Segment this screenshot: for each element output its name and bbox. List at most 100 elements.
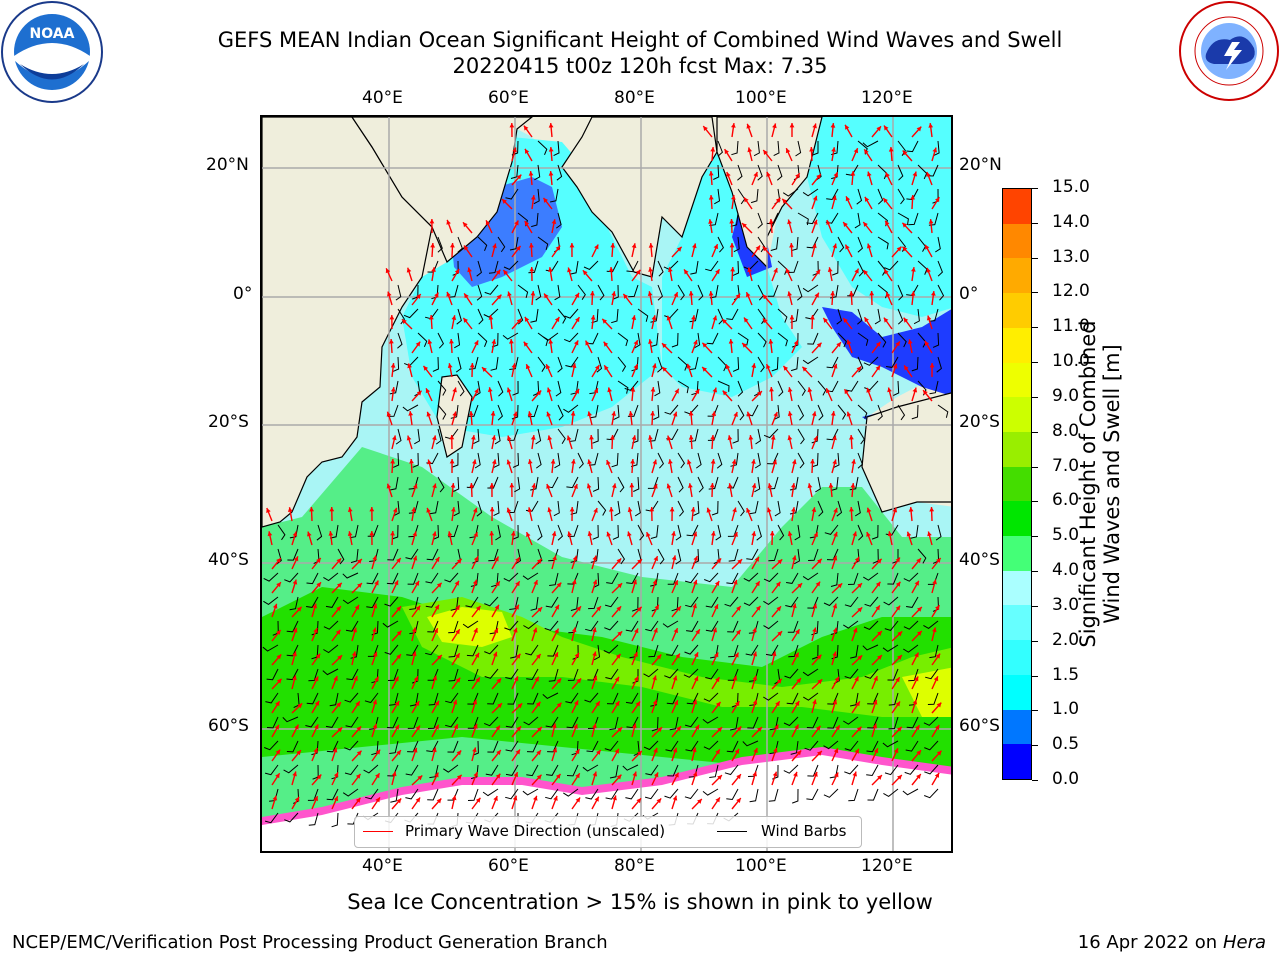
wind-barb [925, 668, 939, 680]
wind-barb [554, 284, 561, 301]
colorbar-segment [1003, 500, 1031, 537]
wave-arrow-head [832, 195, 837, 201]
wind-barb [823, 740, 839, 750]
lat-label-left-40s: 40°S [208, 550, 249, 570]
wind-barb [483, 308, 499, 318]
wave-arrow-head [787, 219, 792, 225]
wave-arrow-head [336, 606, 341, 612]
wind-barb [331, 812, 339, 828]
wind-barb [266, 716, 279, 729]
wave-arrow-head [817, 558, 822, 564]
wave-arrow-head [548, 339, 554, 344]
wave-arrow-head [294, 796, 299, 802]
wave-arrow-head [757, 727, 762, 732]
lon-label-bottom-60: 60°E [488, 856, 529, 876]
wave-arrow-head [907, 339, 913, 344]
wave-arrow-head [791, 459, 797, 465]
wave-arrow-head [648, 435, 653, 440]
wave-arrow-head [762, 294, 768, 300]
wind-barb [284, 812, 299, 823]
wind-barb [675, 548, 682, 565]
wave-arrow-head [916, 774, 921, 779]
wind-barb [265, 692, 279, 704]
wind-barb [785, 596, 799, 608]
colorbar-tick-mark [1032, 222, 1038, 224]
wave-arrow-head [406, 267, 412, 273]
wind-barb [593, 644, 601, 661]
wind-barb [664, 668, 679, 679]
wind-barb [453, 476, 460, 492]
wave-arrow-head [637, 559, 642, 564]
colorbar-tick-mark [1032, 640, 1038, 642]
wave-arrow-head [902, 222, 908, 228]
wind-barb [477, 332, 488, 347]
wind-barb [570, 596, 579, 611]
wind-barb [484, 284, 499, 295]
wind-barb [597, 500, 607, 516]
colorbar-tick-label: 15.0 [1052, 177, 1090, 197]
wind-barb [826, 428, 839, 441]
noaa-logo: NOAA [0, 0, 104, 104]
wave-arrow-head [733, 412, 738, 417]
wind-barb [512, 524, 519, 540]
wave-arrow-head [472, 699, 478, 705]
wave-arrow-head [867, 171, 872, 177]
wave-arrow-head [873, 676, 878, 681]
wind-barb [389, 380, 399, 395]
wave-arrow-head [276, 630, 281, 635]
wind-barb [482, 788, 499, 797]
wind-barb [717, 140, 723, 157]
wind-barb [807, 764, 819, 777]
wave-arrow-head [710, 147, 716, 152]
wave-arrow-head [877, 631, 882, 636]
colorbar-segment [1003, 604, 1031, 641]
wind-barb [777, 524, 785, 541]
wave-arrow-head [604, 365, 609, 371]
wind-barb [509, 356, 519, 370]
wind-barb [557, 428, 566, 444]
wind-barb [877, 404, 883, 421]
wave-arrow-head [791, 555, 797, 561]
wave-arrow-head [610, 435, 615, 440]
wave-arrow-head [574, 652, 579, 658]
wave-arrow-head [755, 605, 761, 611]
wave-arrow-head [744, 317, 749, 323]
wave-arrow-head [506, 435, 512, 441]
wind-barb [667, 764, 679, 777]
wind-barb [733, 236, 740, 253]
wind-barb [711, 500, 719, 516]
wave-arrow-head [932, 147, 937, 153]
wind-barb [342, 596, 359, 605]
colorbar-tick-mark [1032, 466, 1038, 468]
wind-barb [405, 548, 419, 560]
wind-barb [626, 260, 639, 273]
wind-barb [470, 764, 479, 780]
wave-arrow-head [731, 195, 736, 200]
wave-arrow-head [751, 483, 757, 489]
colorbar-tick-mark [1032, 710, 1038, 712]
wave-arrow-head [316, 774, 322, 780]
wind-barb [728, 644, 739, 658]
wave-arrow-head [491, 339, 497, 344]
wave-arrow-head [529, 243, 534, 248]
wind-barb [514, 476, 521, 493]
wave-arrow-head [717, 775, 722, 780]
wind-barb [556, 164, 563, 181]
wave-arrow-head [811, 507, 817, 512]
wave-arrow-head [851, 459, 856, 464]
wave-arrow-head [275, 701, 280, 707]
wave-arrow-head [816, 654, 822, 660]
wind-barb [786, 572, 799, 584]
wind-barb [490, 356, 499, 371]
wave-arrow-head [611, 483, 617, 489]
wave-arrow-head [416, 294, 421, 299]
wave-arrow-head [711, 411, 717, 416]
wave-arrow-head [676, 606, 681, 612]
wind-barb [286, 620, 299, 633]
wind-barb [497, 236, 506, 253]
colorbar-tick-label: 0.5 [1052, 734, 1080, 755]
wind-barb [877, 188, 884, 205]
wave-arrow-head [434, 604, 439, 610]
wave-arrow-head [773, 268, 778, 273]
wave-arrow-head [456, 750, 462, 756]
